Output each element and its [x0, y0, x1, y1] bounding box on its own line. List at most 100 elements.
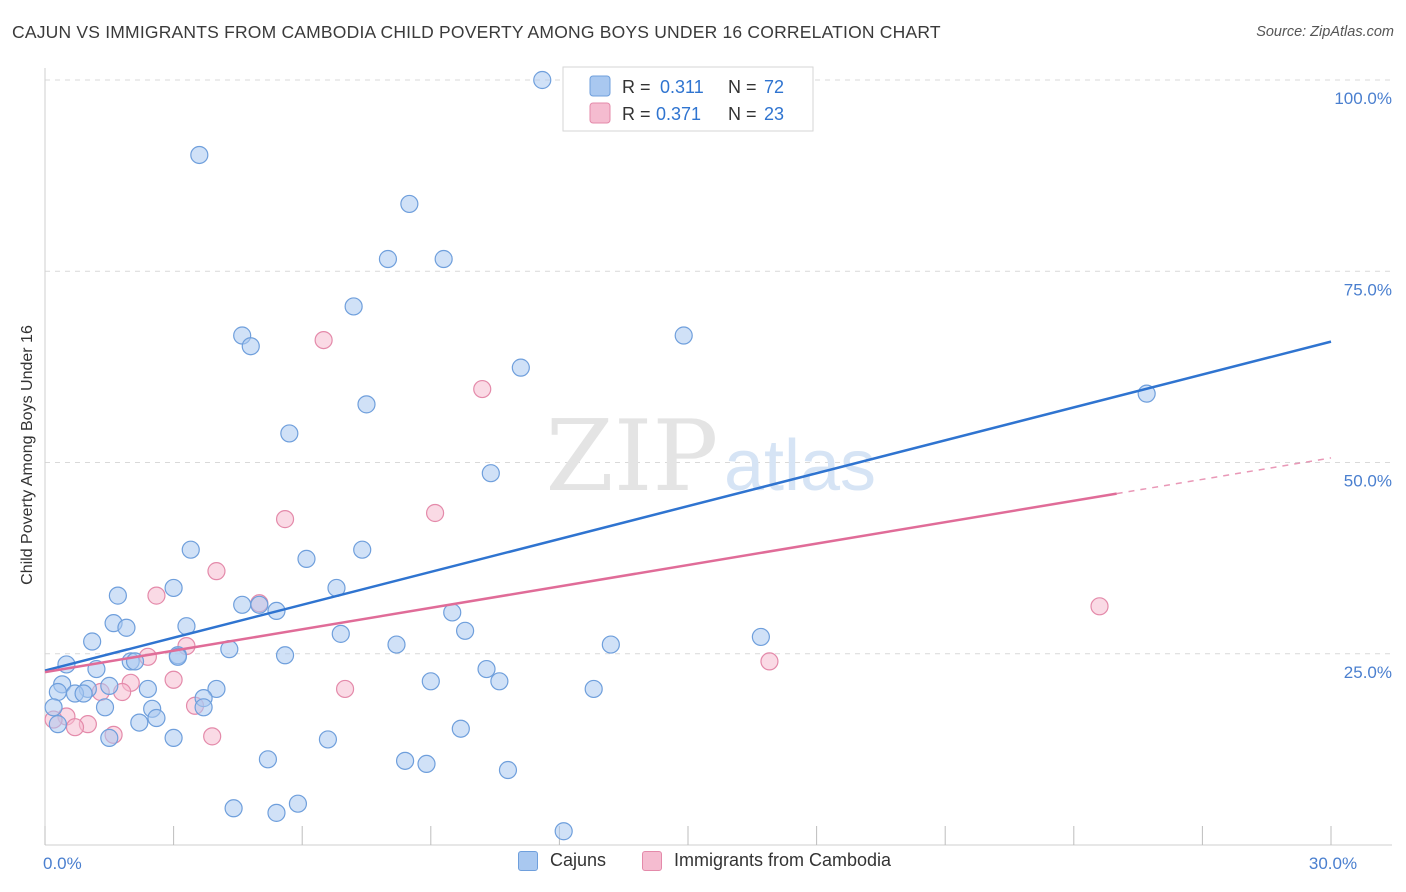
point-cajuns-19 — [108, 586, 127, 605]
point-cajuns-16 — [297, 549, 316, 568]
trend-lines — [44, 340, 1332, 674]
point-cajuns-50 — [48, 682, 67, 702]
point-cajuns-60 — [48, 715, 67, 734]
point-cambodia-4 — [207, 562, 226, 581]
point-cambodia-13 — [335, 679, 355, 699]
point-cajuns-3 — [378, 249, 398, 269]
point-cajuns-66 — [395, 751, 415, 770]
point-cajuns-20 — [233, 595, 252, 614]
point-cajuns-8 — [674, 326, 693, 345]
axes — [44, 68, 1392, 846]
point-cajuns-10 — [357, 395, 376, 414]
point-cambodia-22 — [203, 727, 222, 746]
point-cajuns-17 — [164, 578, 183, 598]
legend-swatch-cajuns — [589, 75, 611, 97]
bottom-legend-swatch-cajuns — [518, 850, 538, 871]
point-cajuns-58 — [147, 708, 166, 728]
gridlines — [45, 79, 1392, 655]
point-cajuns-69 — [224, 799, 243, 818]
bottom-legend-label-cajuns: Cajuns — [550, 850, 607, 870]
point-cajuns-1 — [190, 145, 209, 165]
bottom-legend-swatch-cambodia — [642, 850, 662, 871]
point-cajuns-35 — [168, 647, 187, 666]
y-tick-label-2: 50.0% — [1344, 472, 1392, 491]
point-cambodia-5 — [147, 586, 166, 605]
series-cambodia-points — [44, 331, 1109, 746]
point-cajuns-68 — [498, 760, 518, 780]
point-cajuns-28 — [331, 624, 350, 643]
tick-labels: 100.0% 75.0% 50.0% 25.0% 0.0% 30.0% — [43, 89, 1392, 873]
point-cambodia-11 — [164, 670, 183, 689]
trend-line-cambodia-extension — [1116, 457, 1332, 495]
point-cajuns-12 — [481, 464, 500, 483]
x-tick-label-1: 30.0% — [1309, 854, 1357, 873]
point-cambodia-19 — [65, 718, 85, 737]
point-cajuns-52 — [74, 684, 93, 703]
point-cambodia-3 — [425, 503, 445, 523]
chart-title: CAJUN VS IMMIGRANTS FROM CAMBODIA CHILD … — [12, 22, 941, 42]
point-cajuns-61 — [451, 719, 470, 738]
point-cajuns-5 — [344, 297, 363, 316]
point-cajuns-55 — [95, 698, 115, 717]
point-cajuns-45 — [490, 672, 509, 691]
watermark-zip: ZIP — [546, 400, 719, 514]
point-cambodia-0 — [314, 331, 333, 350]
y-tick-label-3: 25.0% — [1344, 663, 1392, 682]
y-tick-label-1: 75.0% — [1344, 280, 1392, 299]
legend-r-label-cambodia: R = — [622, 104, 651, 124]
point-cajuns-62 — [100, 728, 119, 748]
point-cajuns-4 — [434, 249, 453, 269]
point-cajuns-14 — [181, 540, 200, 559]
point-cambodia-10 — [760, 652, 779, 671]
point-cajuns-31 — [601, 635, 620, 654]
point-cambodia-7 — [1090, 597, 1109, 616]
bottom-legend-item-cajuns: Cajuns — [518, 850, 606, 871]
point-cajuns-46 — [584, 679, 603, 699]
point-cajuns-41 — [477, 659, 496, 679]
legend-n-value-cambodia: 23 — [764, 104, 784, 124]
trend-line-cambodia — [44, 492, 1117, 674]
point-cajuns-32 — [751, 627, 770, 647]
legend-r-value-cajuns: 0.311 — [660, 77, 704, 97]
legend-n-label-cambodia: N = — [728, 104, 757, 124]
legend-r-value-cambodia: 0.371 — [656, 104, 701, 124]
point-cajuns-64 — [318, 730, 338, 749]
point-cajuns-11 — [280, 424, 299, 443]
point-cajuns-63 — [164, 728, 183, 748]
legend-n-label-cajuns: N = — [728, 77, 757, 97]
bottom-legend-item-cambodia: Immigrants from Cambodia — [642, 850, 891, 871]
point-cajuns-43 — [100, 676, 119, 695]
point-cajuns-57 — [194, 698, 213, 717]
point-cajuns-70 — [267, 803, 286, 822]
point-cajuns-48 — [138, 679, 157, 699]
y-tick-label-0: 100.0% — [1334, 89, 1392, 108]
point-cambodia-2 — [275, 510, 295, 529]
point-cajuns-67 — [417, 754, 436, 774]
bottom-legend-label-cambodia: Immigrants from Cambodia — [674, 850, 892, 870]
point-cajuns-21 — [250, 595, 269, 614]
x-tick-label-0: 0.0% — [43, 854, 82, 873]
bottom-legend: Cajuns Immigrants from Cambodia — [0, 850, 1406, 878]
legend-r-label-cajuns: R = — [622, 77, 651, 97]
point-cajuns-0 — [533, 70, 552, 90]
stats-legend: R = 0.311 N = 72 R = 0.371 N = 23 — [562, 66, 814, 132]
legend-swatch-cambodia — [589, 102, 611, 124]
point-cajuns-29 — [83, 632, 102, 651]
point-cajuns-2 — [400, 194, 419, 214]
point-cajuns-15 — [353, 540, 372, 559]
point-cajuns-36 — [275, 646, 295, 665]
point-cajuns-27 — [455, 621, 475, 640]
watermark-atlas: atlas — [724, 426, 876, 506]
source-label: Source: ZipAtlas.com — [1256, 24, 1394, 40]
point-cajuns-44 — [421, 672, 440, 691]
point-cambodia-1 — [473, 379, 492, 399]
point-cajuns-65 — [258, 750, 278, 769]
point-cajuns-49 — [207, 679, 226, 699]
point-cajuns-54 — [44, 698, 63, 717]
point-cajuns-9 — [511, 358, 530, 377]
legend-n-value-cajuns: 72 — [764, 77, 784, 97]
point-cajuns-7 — [241, 337, 260, 356]
point-cajuns-72 — [554, 822, 573, 841]
point-cajuns-59 — [130, 713, 149, 732]
